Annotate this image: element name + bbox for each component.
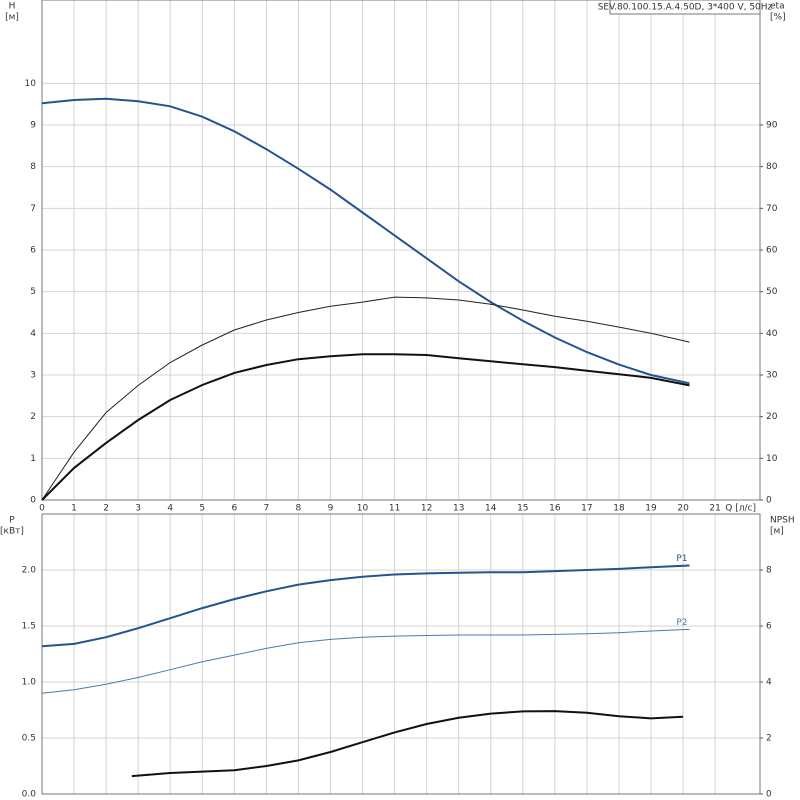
y2-tick-label: 60 <box>766 246 778 256</box>
curve <box>131 710 684 778</box>
curve <box>41 564 690 648</box>
y2-axis-label: NPSH <box>770 516 795 526</box>
x-tick-label: 20 <box>677 504 689 514</box>
y2-tick-label: 0 <box>766 496 772 506</box>
x-tick-label: 10 <box>357 504 369 514</box>
x-tick-label: 9 <box>328 504 334 514</box>
y2-axis-unit: [м] <box>770 527 784 537</box>
x-tick-label: 8 <box>296 504 302 514</box>
plot-frame <box>41 0 761 501</box>
x-tick-label: 0 <box>39 504 45 514</box>
y2-tick-label: 10 <box>766 454 778 464</box>
plot-frame <box>41 513 761 795</box>
y2-tick-label: 50 <box>766 287 778 297</box>
x-tick-label: 6 <box>231 504 237 514</box>
y2-tick-label: 6 <box>766 622 772 632</box>
x-tick-label: 18 <box>613 504 625 514</box>
y-tick-label: 10 <box>25 79 37 89</box>
y-tick-label: 7 <box>30 204 36 214</box>
series-label: P1 <box>676 554 687 564</box>
y2-tick-label: 0 <box>766 790 772 800</box>
y2-tick-label: 40 <box>766 329 778 339</box>
y-tick-label: 0.0 <box>22 790 37 800</box>
x-tick-label: 16 <box>549 504 561 514</box>
x-tick-label: 13 <box>453 504 464 514</box>
x-tick-label: 1 <box>71 504 77 514</box>
y-tick-label: 9 <box>30 121 36 131</box>
x-tick-label: 7 <box>264 504 270 514</box>
x-tick-label: 11 <box>389 504 400 514</box>
y-tick-label: 3 <box>30 371 36 381</box>
x-axis-label: Q [л/с] <box>725 504 756 514</box>
x-tick-label: 12 <box>421 504 432 514</box>
chart-title: SEV.80.100.15.A.4.50D, 3*400 V, 50Hz <box>598 3 773 13</box>
x-tick-label: 4 <box>167 504 173 514</box>
y-tick-label: 5 <box>30 287 36 297</box>
y-tick-label: 1.5 <box>22 622 36 632</box>
y2-axis-label: eta <box>770 2 785 12</box>
x-tick-label: 5 <box>199 504 205 514</box>
y2-tick-label: 8 <box>766 566 772 576</box>
x-tick-label: 15 <box>517 504 528 514</box>
series-label: P2 <box>676 618 687 628</box>
y-axis-label: H <box>9 2 16 12</box>
title-box <box>609 0 761 15</box>
x-tick-label: 14 <box>485 504 497 514</box>
y2-tick-label: 30 <box>766 371 778 381</box>
y-tick-label: 8 <box>30 162 36 172</box>
x-tick-label: 19 <box>645 504 657 514</box>
y2-tick-label: 2 <box>766 734 772 744</box>
y-axis-unit: [м] <box>5 13 19 23</box>
x-tick-label: 2 <box>103 504 109 514</box>
y2-tick-label: 90 <box>766 121 778 131</box>
y2-tick-label: 70 <box>766 204 778 214</box>
y2-tick-label: 4 <box>766 678 772 688</box>
y2-tick-label: 20 <box>766 412 778 422</box>
y-tick-label: 0.5 <box>22 734 36 744</box>
curve <box>41 97 690 385</box>
curve <box>41 296 690 501</box>
curve <box>41 628 690 694</box>
y-tick-label: 4 <box>30 329 36 339</box>
y-tick-label: 1 <box>30 454 36 464</box>
y-axis-unit: [кВт] <box>0 527 24 537</box>
x-tick-label: 17 <box>581 504 592 514</box>
x-tick-label: 21 <box>709 504 720 514</box>
y2-axis-unit: [%] <box>770 13 786 23</box>
x-tick-label: 3 <box>135 504 141 514</box>
y-axis-label: P <box>9 516 15 526</box>
y-tick-label: 0 <box>30 496 36 506</box>
y-tick-label: 1.0 <box>22 678 37 688</box>
y-tick-label: 6 <box>30 246 36 256</box>
y-tick-label: 2 <box>30 412 36 422</box>
y-tick-label: 2.0 <box>22 566 37 576</box>
y2-tick-label: 80 <box>766 162 778 172</box>
curve <box>41 353 690 501</box>
